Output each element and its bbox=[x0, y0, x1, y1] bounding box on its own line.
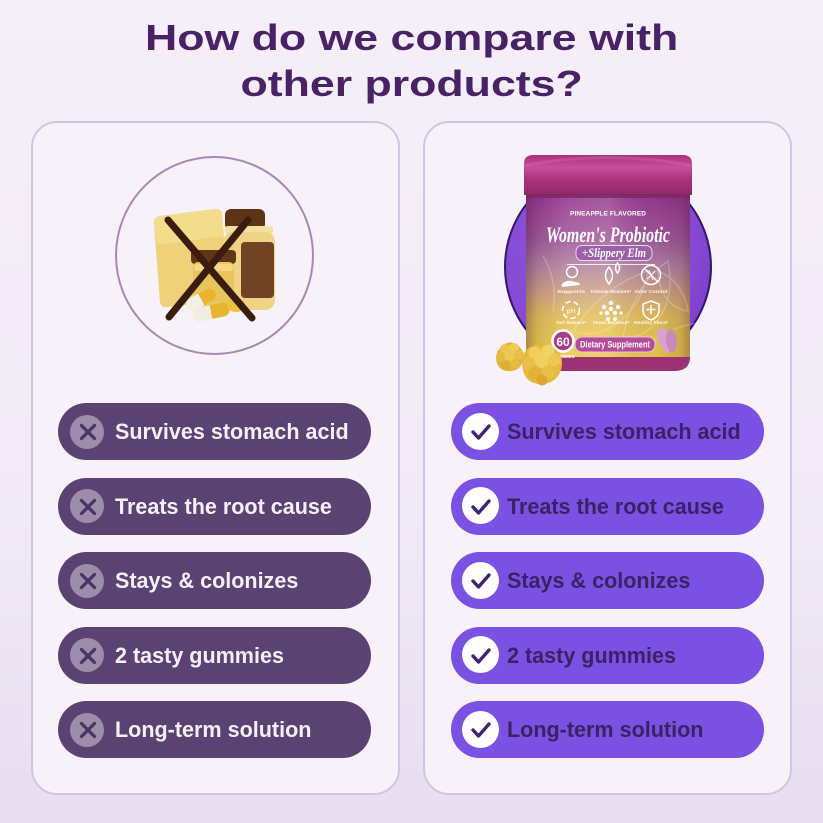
svg-text:Women's Probiotic: Women's Probiotic bbox=[546, 222, 670, 247]
svg-text:PINEAPPLE FLAVORED: PINEAPPLE FLAVORED bbox=[570, 211, 646, 218]
svg-text:GUT Balance*: GUT Balance* bbox=[556, 320, 586, 325]
svg-text:60: 60 bbox=[556, 335, 570, 349]
svg-text:Yeast Balance*: Yeast Balance* bbox=[593, 320, 630, 325]
svg-text:+Slippery Elm: +Slippery Elm bbox=[582, 245, 646, 260]
svg-text:Intimate Moisture*: Intimate Moisture* bbox=[591, 289, 631, 294]
svg-text:GUMMIES: GUMMIES bbox=[553, 354, 575, 359]
svg-text:Dietary Supplement: Dietary Supplement bbox=[580, 340, 650, 350]
svg-text:Supports: Supports bbox=[557, 289, 586, 294]
svg-text:pH: pH bbox=[567, 308, 576, 315]
svg-text:Odor Control: Odor Control bbox=[635, 289, 668, 294]
svg-text:Healthy Flora*: Healthy Flora* bbox=[634, 320, 668, 325]
